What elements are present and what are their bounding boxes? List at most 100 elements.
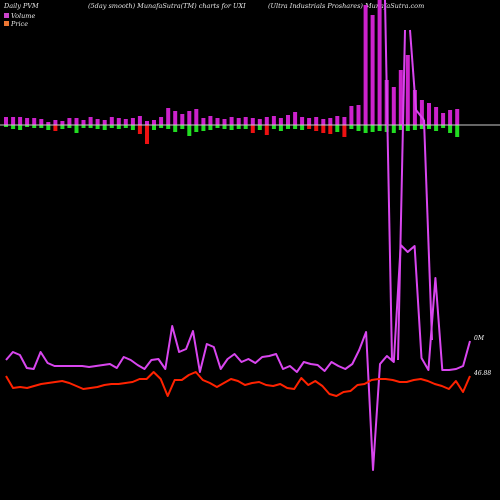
volume-bar-up (307, 118, 312, 125)
volume-bar-up (363, 5, 368, 125)
volume-bar-down (208, 125, 213, 130)
volume-bar-down (349, 125, 354, 129)
volume-bar-up (39, 119, 44, 125)
volume-line (5, 244, 471, 471)
volume-bar-down (236, 125, 241, 129)
volume-bar-up (201, 118, 206, 125)
volume-bar-up (271, 116, 276, 125)
volume-bar-up (257, 119, 262, 125)
volume-bar-down (130, 125, 135, 130)
volume-bar-up (293, 112, 298, 125)
volume-bar-up (377, 0, 382, 125)
volume-bar-down (307, 125, 312, 129)
volume-bar-up (215, 118, 220, 125)
volume-bar-down (257, 125, 262, 130)
volume-bar-down (419, 125, 424, 129)
volume-bar-up (152, 120, 156, 125)
volume-bar-up (398, 70, 403, 125)
volume-bar-down (53, 125, 58, 131)
volume-bar-down (250, 125, 255, 133)
volume-bar-down (187, 125, 192, 136)
volume-bar-down (300, 125, 305, 130)
volume-bar-down (441, 125, 446, 128)
volume-spike-segment (415, 109, 425, 121)
volume-bar-up (441, 113, 446, 125)
legend-price-swatch (4, 21, 9, 26)
volume-bar-down (116, 125, 121, 129)
volume-bar-up (74, 118, 79, 125)
volume-bar-up (455, 109, 460, 125)
volume-bar-up (194, 109, 199, 125)
volume-bar-up (356, 105, 361, 125)
volume-spike-segment (423, 119, 433, 341)
volume-bar-up (173, 111, 178, 125)
volume-bar-down (342, 125, 347, 137)
legend-price-label: Price (10, 20, 28, 28)
volume-bar-up (434, 107, 439, 125)
volume-bar-up (88, 117, 93, 125)
volume-bar-up (32, 118, 37, 125)
volume-bar-up (116, 118, 121, 125)
volume-bar-down (222, 125, 227, 129)
volume-bar-up (349, 106, 354, 125)
volume-bar-up (391, 87, 396, 125)
volume-bar-up (427, 103, 431, 125)
volume-bar-down (102, 125, 107, 130)
volume-bar-up (208, 116, 213, 125)
volume-bar-up (278, 118, 283, 125)
volume-bar-down (88, 125, 93, 128)
volume-bar-up (370, 15, 375, 125)
volume-bar-down (321, 125, 326, 133)
series-lines (5, 0, 471, 471)
volume-bar-up (222, 119, 227, 125)
volume-bar-down (455, 125, 460, 137)
volume-spike-segment (397, 29, 406, 361)
volume-bars (4, 0, 460, 144)
volume-spike-segment (384, 0, 393, 361)
header-right: (Ultra Industrials Proshares) MunafaSutr… (268, 2, 424, 10)
header-left: Daily PVM (3, 2, 39, 10)
volume-bar-up (187, 111, 192, 125)
volume-bar-down (32, 125, 37, 128)
volume-bar-down (25, 125, 30, 127)
volume-bar-up (159, 117, 164, 125)
volume-bar-up (11, 117, 16, 125)
volume-bar-up (4, 117, 8, 125)
volume-bar-down (173, 125, 178, 132)
volume-bar-down (152, 125, 156, 130)
volume-bar-up (236, 118, 241, 125)
volume-bar-down (314, 125, 319, 131)
volume-bar-up (95, 119, 100, 125)
price-line (5, 371, 471, 397)
volume-bar-up (18, 117, 23, 125)
volume-bar-down (159, 125, 164, 128)
volume-bar-down (215, 125, 220, 128)
volume-bar-down (145, 125, 149, 144)
volume-bar-down (81, 125, 86, 128)
volume-bar-down (109, 125, 114, 128)
volume-bar-down (363, 125, 368, 133)
volume-bar-up (109, 117, 114, 125)
volume-bar-up (25, 118, 30, 125)
legend: Volume Price (4, 12, 35, 28)
volume-bar-down (293, 125, 298, 129)
header-center: (5day smooth) MunafaSutra(TM) charts for… (88, 2, 246, 10)
volume-bar-up (243, 117, 248, 125)
price-last-label: 46.88 (473, 370, 491, 377)
volume-bar-down (412, 125, 417, 130)
volume-bar-up (335, 116, 340, 125)
volume-bar-down (286, 125, 290, 129)
volume-bar-up (67, 118, 72, 125)
volume-spike-segment (409, 29, 417, 111)
volume-bar-down (74, 125, 79, 133)
volume-bar-down (243, 125, 248, 129)
volume-bar-up (342, 117, 347, 125)
volume-bar-down (377, 125, 382, 131)
volume-bar-down (398, 125, 403, 130)
volume-bar-down (60, 125, 65, 129)
volume-last-label: 0M (474, 335, 485, 342)
volume-bar-up (81, 120, 86, 125)
volume-bar-down (229, 125, 234, 130)
volume-bar-up (419, 100, 424, 125)
volume-bar-down (46, 125, 51, 130)
